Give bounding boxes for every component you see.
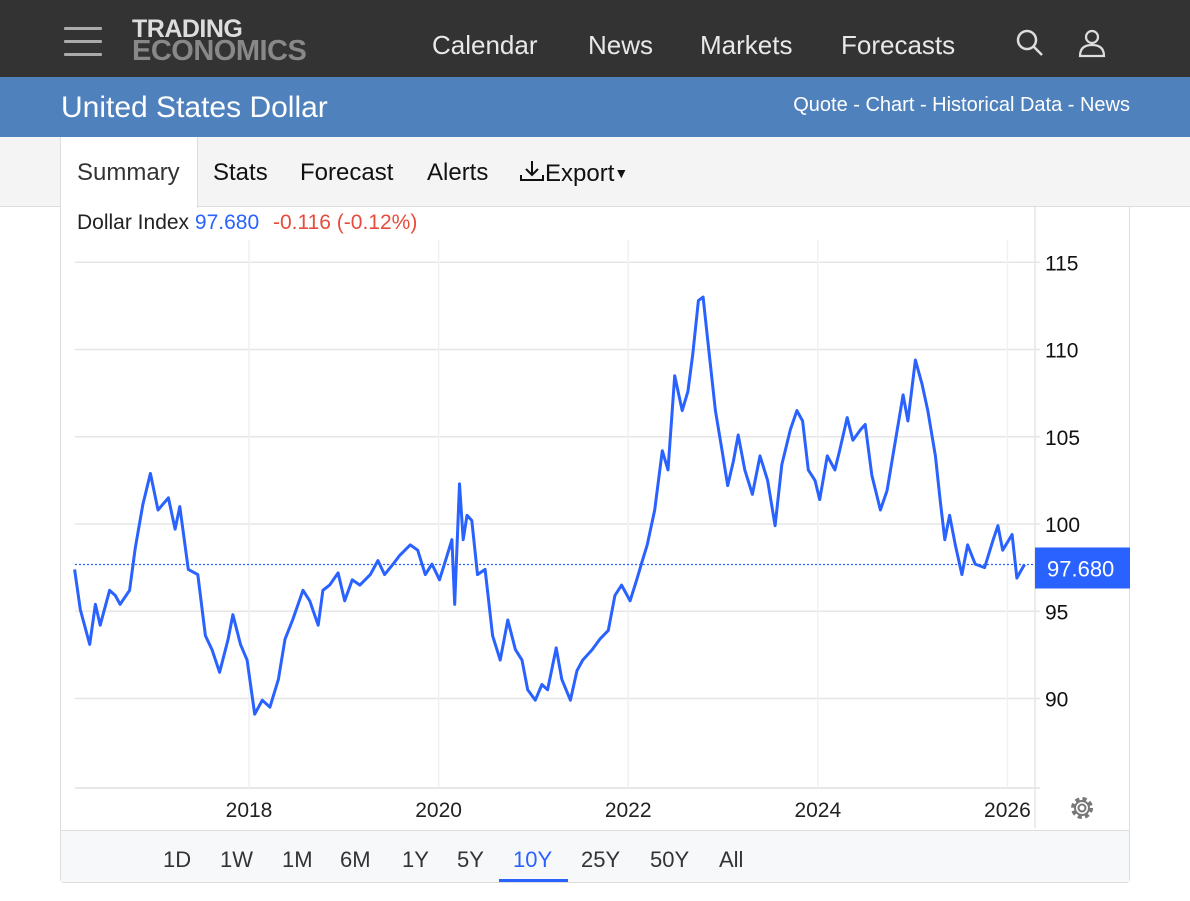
y-tick-label: 95 [1045,601,1068,624]
range-6m[interactable]: 6M [340,847,371,872]
x-tick-label: 2022 [605,799,652,822]
x-tick-label: 2018 [226,799,273,822]
tab-stats[interactable]: Stats [213,159,268,186]
logo[interactable]: TRADING ECONOMICS [132,15,307,67]
last-value-badge [1035,547,1130,589]
search-icon[interactable] [1015,28,1045,58]
range-1w[interactable]: 1W [220,847,253,872]
y-tick-label: 105 [1045,427,1080,450]
range-25y[interactable]: 25Y [581,847,621,872]
y-tick-label: 115 [1045,252,1078,275]
x-tick-label: 2020 [415,799,462,822]
tab-summary[interactable]: Summary [60,137,198,208]
user-icon[interactable] [1077,28,1107,58]
nav-news[interactable]: News [588,30,654,60]
page-title: United States Dollar [61,91,328,124]
x-tick-label: 2026 [984,799,1031,822]
range-50y[interactable]: 50Y [650,847,690,872]
top-navbar: TRADING ECONOMICS Calendar News Markets … [0,0,1190,77]
quote-header: Dollar Index 97.680 -0.116 (-0.12%) [77,211,418,234]
tab-alerts[interactable]: Alerts [427,159,489,186]
range-1m[interactable]: 1M [282,847,313,872]
range-5y[interactable]: 5Y [457,847,484,872]
nav-forecasts[interactable]: Forecasts [841,30,956,60]
nav-calendar[interactable]: Calendar [432,30,538,60]
title-banner [0,77,1190,137]
range-1y[interactable]: 1Y [402,847,429,872]
quote-value: 97.680 [194,211,260,234]
caret-down-icon: ▼ [614,165,629,181]
y-tick-label: 100 [1045,514,1080,537]
y-tick-label: 110 [1045,340,1078,363]
settings-gear-icon[interactable] [1071,797,1093,819]
chart-card [60,207,1130,883]
section-links[interactable]: Quote - Chart - Historical Data - News [793,94,1130,116]
quote-change: -0.116 (-0.12%) [272,211,418,234]
y-tick-label: 90 [1045,689,1068,712]
last-value-label: 97.680 [1047,556,1114,581]
tab-bar: Summary Stats Forecast Alerts Export▼ [0,137,1190,208]
active-range-underline [499,879,568,882]
series-line [73,295,1026,716]
nav-markets[interactable]: Markets [700,30,793,60]
range-selector [61,830,1129,882]
range-all[interactable]: All [719,847,744,872]
tab-export[interactable]: Export▼ [519,159,628,188]
tab-forecast[interactable]: Forecast [300,159,394,186]
x-tick-label: 2024 [794,799,841,822]
menu-icon[interactable] [64,27,102,57]
download-icon [520,161,544,181]
range-10y[interactable]: 10Y [513,847,553,872]
range-1d[interactable]: 1D [163,847,192,872]
